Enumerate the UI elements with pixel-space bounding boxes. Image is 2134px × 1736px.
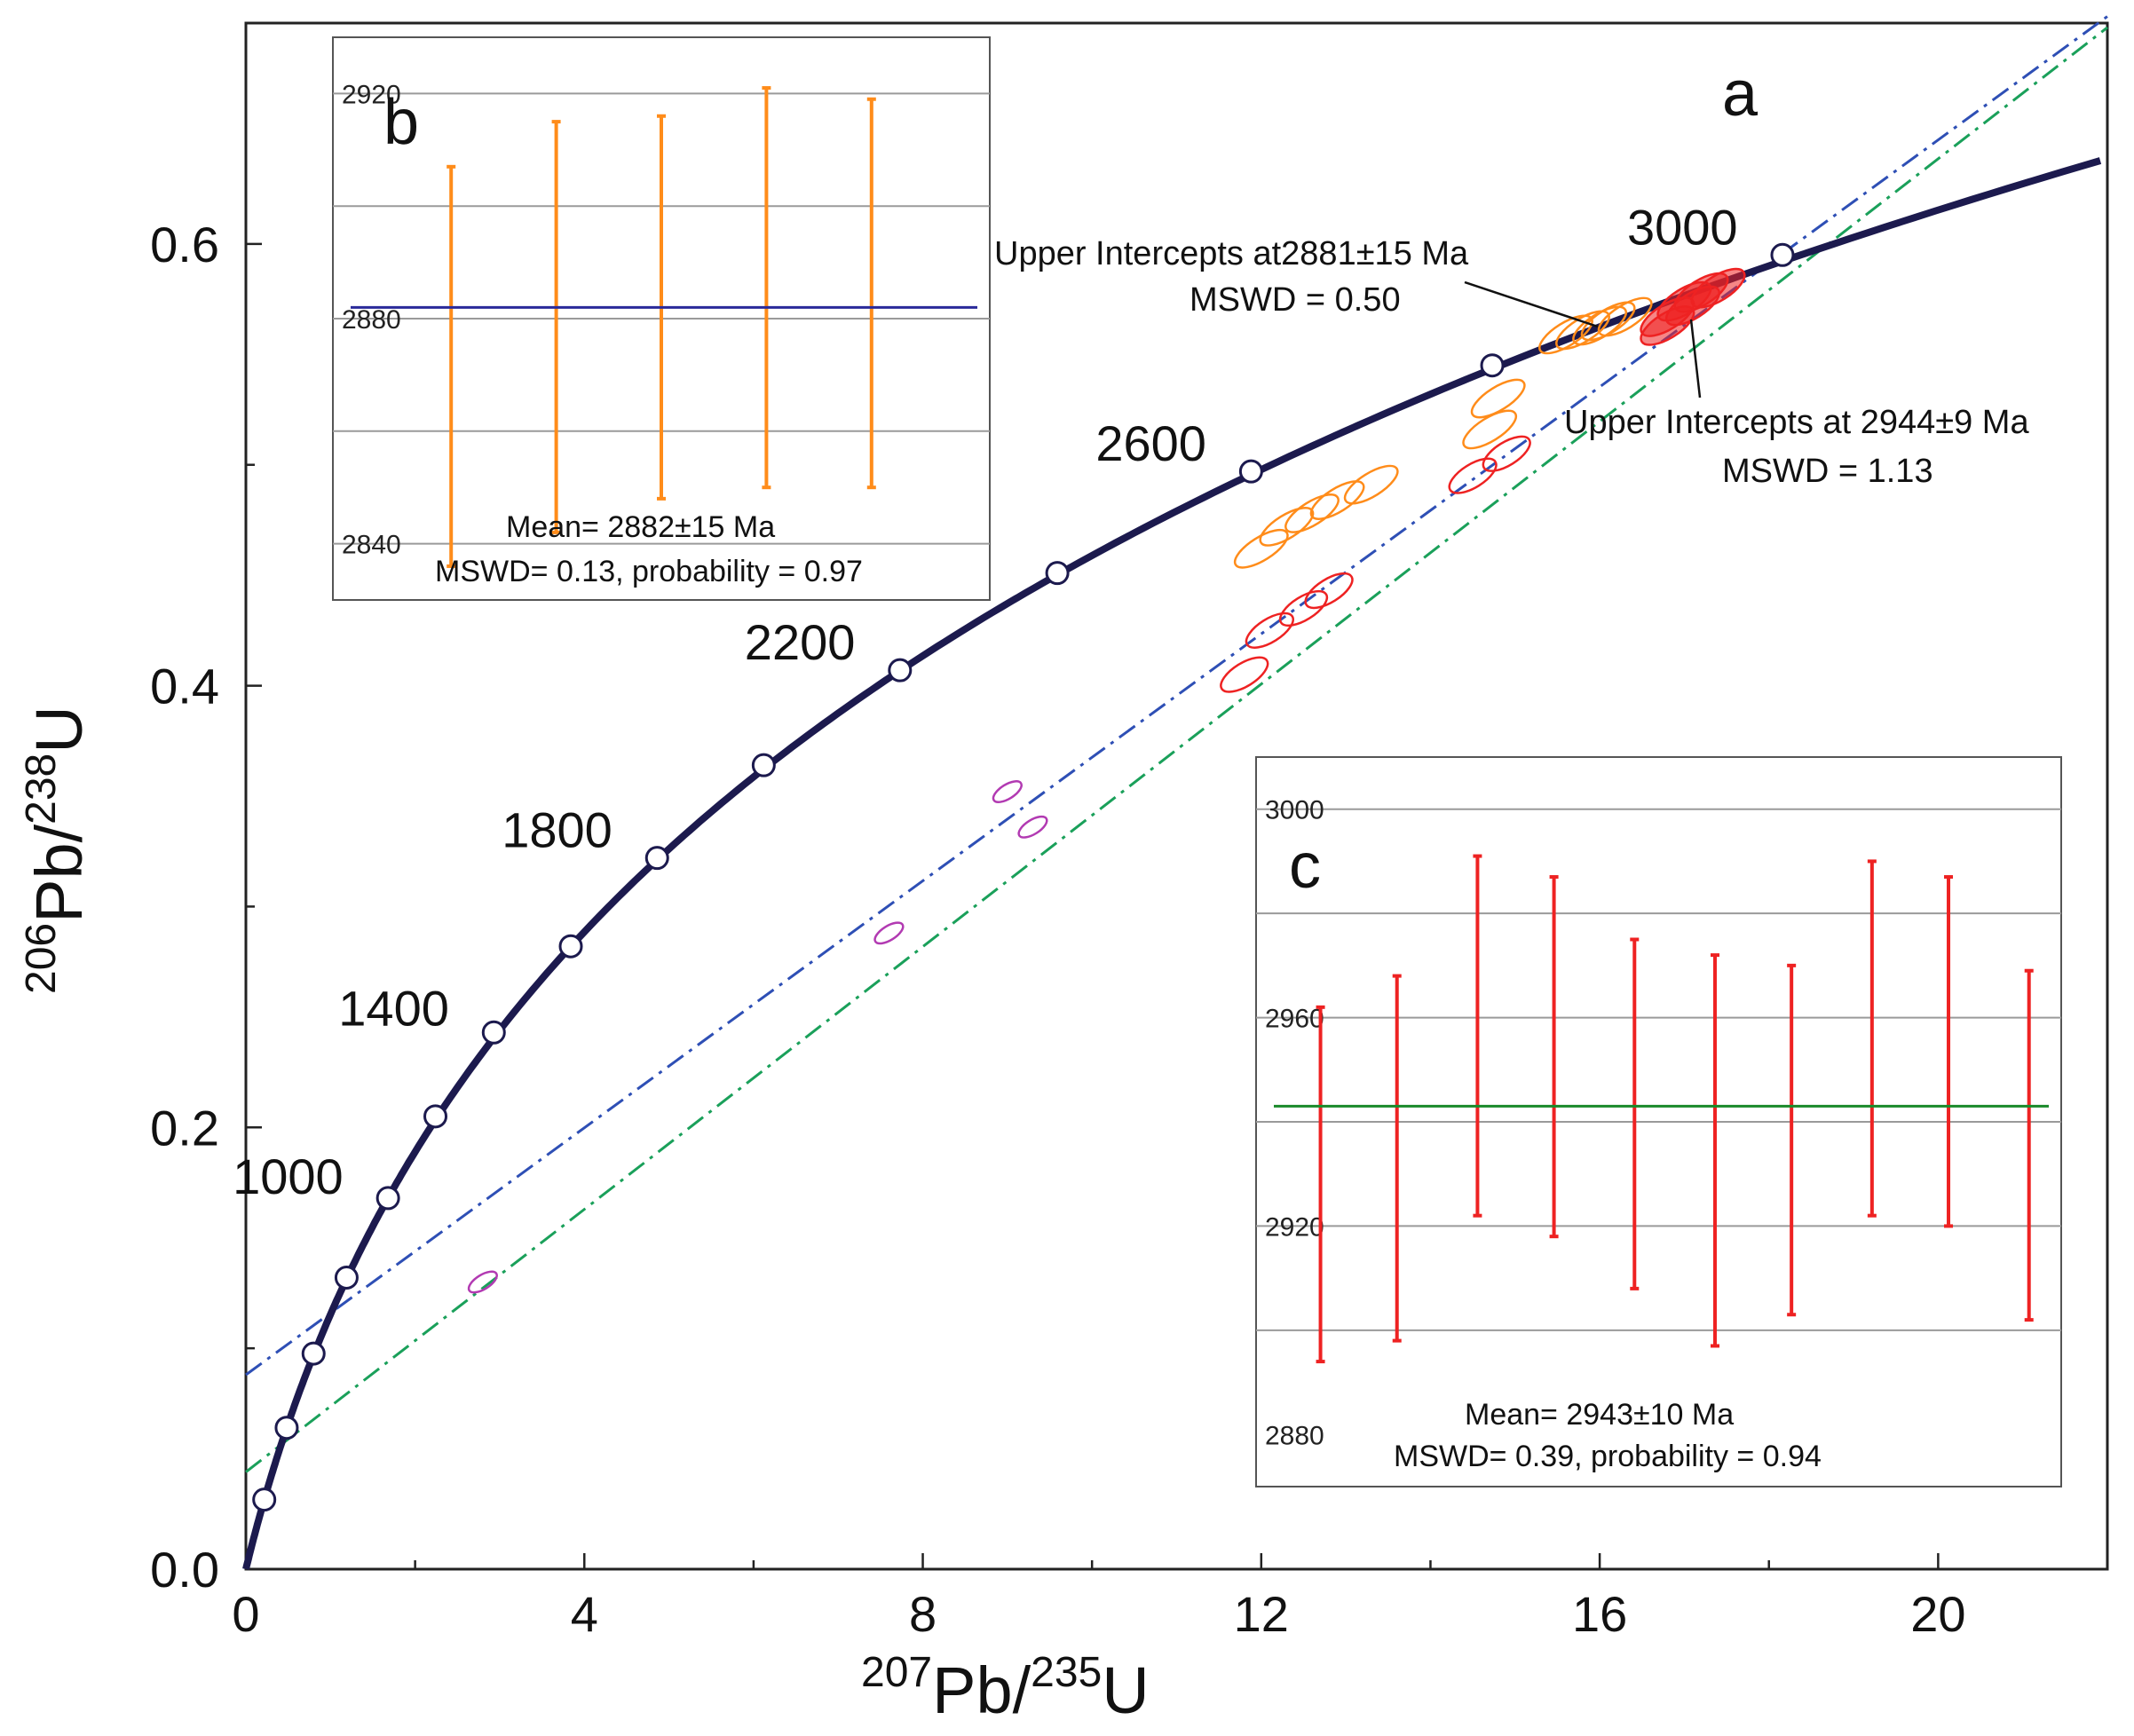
annotation-2944-pointer <box>1689 319 1702 398</box>
y-title-base1: Pb/ <box>22 824 96 923</box>
red-ellipse <box>1304 572 1354 610</box>
c-tick-label: 2920 <box>1265 1212 1324 1242</box>
orange-ellipse <box>1470 378 1526 419</box>
y-tick-label: 0.2 <box>150 1100 219 1156</box>
x-tick-label: 16 <box>1572 1586 1627 1642</box>
data-ellipses <box>467 267 1746 1294</box>
red-ellipse <box>1482 435 1531 472</box>
y-axis-title: 206Pb/238U <box>18 706 96 994</box>
x-tick-label: 12 <box>1234 1586 1289 1642</box>
annotation-upper-intercept-2944: Upper Intercepts at 2944±9 Ma MSWD = 1.1… <box>1564 319 2029 490</box>
x-title-base1: Pb/ <box>932 1653 1031 1727</box>
y-tick-label: 0.0 <box>150 1542 219 1598</box>
orange-ellipse <box>1343 464 1399 505</box>
b-tick-label: 2840 <box>342 531 401 560</box>
x-tick-label: 20 <box>1910 1586 1965 1642</box>
inset-c-error-bars <box>1316 854 2034 1364</box>
concordia-age-marker <box>481 1020 506 1045</box>
concordia-age-marker <box>301 1341 326 1366</box>
magenta-ellipse <box>992 780 1023 803</box>
concordia-age-marker <box>252 1487 277 1512</box>
c-tick-label: 3000 <box>1265 796 1324 825</box>
orange-ellipse <box>1597 296 1653 337</box>
orange-ellipse <box>1462 409 1518 450</box>
inset-c-mswd-text: MSWD= 0.39, probability = 0.94 <box>1394 1440 1822 1473</box>
red-ellipse <box>1448 457 1498 494</box>
x-axis-title: 207Pb/235U <box>861 1649 1150 1727</box>
annotation-2881-pointer <box>1464 280 1599 328</box>
age-label: 2600 <box>1095 415 1206 471</box>
concordia-curve <box>242 157 2102 1570</box>
panel-b-label: b <box>383 87 419 158</box>
concordia-age-marker <box>1480 353 1505 378</box>
magenta-ellipse <box>873 921 905 945</box>
inset-c-gridlines <box>1256 808 2061 1331</box>
inset-c-tick-labels: 2880 2920 2960 3000 <box>1265 796 1324 1451</box>
b-tick-label: 2880 <box>342 305 401 335</box>
inset-c-mean-text: Mean= 2943±10 Ma <box>1465 1398 1734 1432</box>
concordia-age-marker <box>274 1416 299 1440</box>
y-tick-label: 0.4 <box>150 659 219 714</box>
x-title-base2: U <box>1102 1653 1149 1727</box>
age-label: 1000 <box>233 1148 344 1204</box>
red-ellipse <box>1220 656 1269 693</box>
age-label: 1400 <box>338 980 449 1036</box>
c-tick-label: 2880 <box>1265 1421 1324 1450</box>
concordia-age-marker <box>558 934 583 959</box>
annotation-2881-line1: Upper Intercepts at2881±15 Ma <box>994 235 1469 272</box>
c-tick-label: 2960 <box>1265 1005 1324 1034</box>
concordia-age-marker <box>375 1186 400 1211</box>
x-tick-label: 8 <box>909 1586 937 1642</box>
age-label: 3000 <box>1627 199 1738 255</box>
inset-b-mswd-text: MSWD= 0.13, probability = 0.97 <box>435 555 863 588</box>
panel-c-label: c <box>1289 831 1321 902</box>
magenta-ellipse <box>467 1270 498 1294</box>
b-tick-label: 2920 <box>342 80 401 109</box>
y-tick-label: 0.6 <box>150 217 219 272</box>
concordia-age-marker <box>1770 242 1795 267</box>
red-ellipse <box>1640 305 1695 346</box>
concordia-age-marker <box>1045 561 1070 586</box>
x-tick-label: 0 <box>232 1586 259 1642</box>
orange-ellipse <box>1259 507 1315 547</box>
inset-b-tick-labels: 2840 2880 2920 <box>342 80 401 559</box>
x-title-sup2: 235 <box>1031 1649 1102 1696</box>
annotation-2944-line1: Upper Intercepts at 2944±9 Ma <box>1564 404 2029 441</box>
red-ellipse <box>1278 589 1329 627</box>
age-label: 1800 <box>502 802 613 858</box>
concordia-age-marker <box>1238 459 1263 484</box>
main-tick-labels: 0 4 8 12 16 20 0.0 0.2 0.4 0.6 <box>150 217 1965 1642</box>
concordia-age-marker <box>334 1266 359 1290</box>
inset-b: 2840 2880 2920 b Mean= 2882±15 Ma MSWD= 0.… <box>332 36 991 601</box>
magenta-ellipse <box>1017 815 1048 839</box>
concordia-age-marker <box>751 753 776 777</box>
annotation-upper-intercept-2881: Upper Intercepts at2881±15 Ma MSWD = 0.5… <box>994 235 1599 328</box>
orange-ellipse <box>1233 528 1289 569</box>
panel-a-label: a <box>1722 59 1759 130</box>
y-title-sup1: 206 <box>18 923 65 994</box>
concordia-age-marker <box>644 846 669 871</box>
inset-b-mean-text: Mean= 2882±15 Ma <box>506 510 775 544</box>
x-title-sup1: 207 <box>861 1649 932 1696</box>
concordia-age-marker <box>423 1104 448 1129</box>
red-ellipse <box>1245 612 1294 649</box>
inset-c: 2880 2920 2960 3000 c Mean= 2943±10 Ma MSWD… <box>1255 756 2062 1487</box>
y-title-sup2: 238 <box>18 754 65 825</box>
annotation-2881-line2: MSWD = 0.50 <box>1190 281 1401 319</box>
x-tick-label: 4 <box>571 1586 598 1642</box>
age-label: 2200 <box>745 614 856 670</box>
annotation-2944-line2: MSWD = 1.13 <box>1722 453 1933 490</box>
discordia-line <box>245 15 2108 1377</box>
concordia-age-marker <box>888 658 913 683</box>
discordia-lines <box>245 15 2108 1473</box>
concordia-age-labels: 1000 1400 1800 2200 2600 3000 <box>233 199 1737 1204</box>
main-plot-frame <box>244 21 2109 1571</box>
orange-ellipse <box>1538 314 1593 355</box>
y-title-base2: U <box>22 706 96 753</box>
orange-ellipse <box>1284 493 1340 533</box>
